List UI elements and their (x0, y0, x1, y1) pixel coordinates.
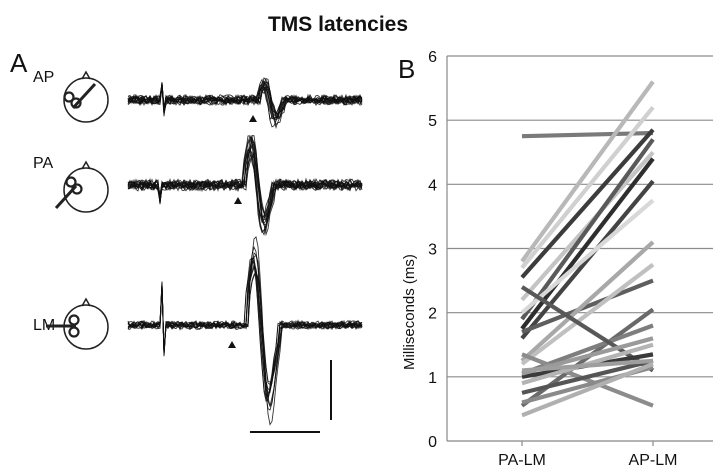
figure-title: TMS latencies (268, 13, 408, 36)
panel-b-label: B (398, 54, 415, 84)
emg-trace (127, 148, 363, 224)
emg-trace (127, 81, 363, 119)
series-line-20 (521, 358, 654, 395)
emg-trace (127, 135, 363, 232)
series-line-9 (520, 198, 655, 315)
condition-label-ap: AP (33, 69, 54, 86)
y-tick-label: 0 (428, 434, 437, 451)
series-line-11 (520, 240, 655, 363)
emg-trace (127, 83, 363, 119)
series-line-8 (520, 179, 655, 340)
onset-marker-lm (228, 341, 236, 348)
emg-traces-ap (127, 77, 363, 130)
emg-traces-lm (127, 235, 363, 426)
series-line-6 (520, 138, 655, 321)
onset-marker-pa (234, 197, 242, 204)
emg-trace (127, 256, 363, 402)
y-tick-label: 4 (428, 177, 437, 194)
head-icon-pa (54, 160, 109, 213)
head-icon-lm (46, 297, 109, 350)
y-tick-label: 2 (428, 306, 437, 323)
y-tick-label: 1 (428, 370, 437, 387)
series-line-4 (520, 128, 655, 279)
series-line-3 (520, 106, 655, 270)
series-line-12 (520, 262, 655, 366)
panel-a: A AP PA LM (10, 48, 363, 433)
y-tick-label: 6 (428, 49, 437, 66)
condition-label-pa: PA (33, 155, 53, 172)
emg-trace (127, 235, 363, 426)
panel-a-label: A (10, 48, 28, 78)
head-icon-ap (63, 70, 109, 123)
axes: 0 1 2 3 4 5 6 PA-LM AP-LM (428, 49, 713, 469)
series-line-10 (521, 278, 654, 334)
series-line-23 (521, 362, 654, 418)
x-tick-label: PA-LM (498, 452, 546, 469)
series-line-16 (521, 352, 654, 408)
panel-b: B Milliseconds (ms) 0 1 2 3 4 5 6 PA-LM AP-LM (398, 49, 713, 469)
emg-trace (127, 156, 363, 222)
emg-traces-pa (127, 134, 363, 237)
series-line-22 (521, 358, 654, 373)
series-line-2 (520, 80, 655, 263)
y-tick-label: 3 (428, 242, 437, 259)
onset-marker-ap (249, 115, 257, 122)
y-tick-label: 5 (428, 113, 437, 130)
series-lines (520, 80, 655, 418)
y-axis-label: Milliseconds (ms) (401, 254, 418, 370)
condition-label-lm: LM (33, 317, 55, 334)
x-tick-label: AP-LM (629, 452, 678, 469)
emg-traces (127, 77, 363, 426)
grid (447, 55, 713, 378)
